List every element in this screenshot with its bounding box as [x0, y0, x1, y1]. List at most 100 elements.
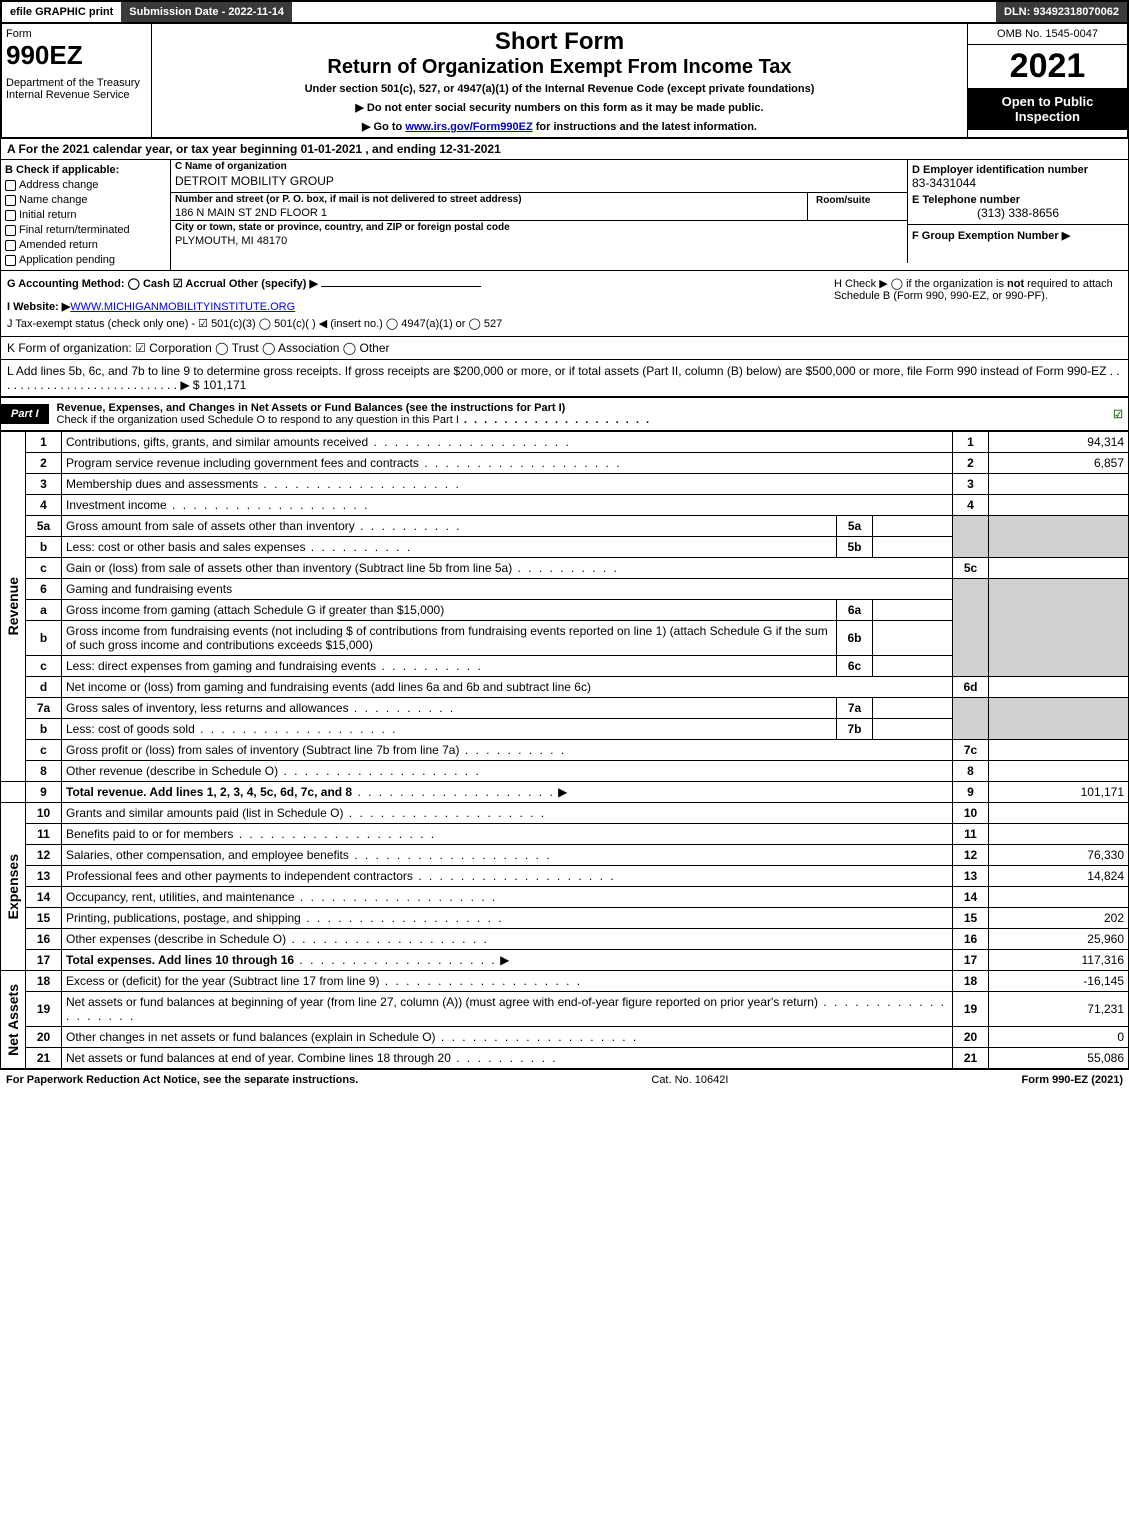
- check-icon: ☑: [1113, 409, 1123, 421]
- checkbox-icon[interactable]: [5, 195, 16, 206]
- org-name: DETROIT MOBILITY GROUP: [171, 173, 907, 193]
- opt-name-change[interactable]: Name change: [5, 194, 166, 206]
- checkbox-icon[interactable]: [5, 225, 16, 236]
- table-row: 21Net assets or fund balances at end of …: [1, 1048, 1129, 1069]
- dept-label: Department of the Treasury Internal Reve…: [6, 77, 147, 101]
- table-row: 8Other revenue (describe in Schedule O)8: [1, 761, 1129, 782]
- sub3-prefix: ▶ Go to: [362, 121, 405, 133]
- table-row: 19Net assets or fund balances at beginni…: [1, 992, 1129, 1027]
- header: Form 990EZ Department of the Treasury In…: [0, 24, 1129, 139]
- section-g-h: G Accounting Method: ◯ Cash ☑ Accrual Ot…: [0, 271, 1129, 337]
- table-row: 5aGross amount from sale of assets other…: [1, 516, 1129, 537]
- checkbox-icon[interactable]: [5, 255, 16, 266]
- part-1-check[interactable]: ☑: [1108, 408, 1128, 421]
- section-expenses: Expenses: [1, 803, 26, 971]
- opt-address-change[interactable]: Address change: [5, 179, 166, 191]
- table-row: Net Assets18Excess or (deficit) for the …: [1, 971, 1129, 992]
- table-row: 16Other expenses (describe in Schedule O…: [1, 929, 1129, 950]
- column-d: D Employer identification number 83-3431…: [908, 160, 1128, 263]
- footer-cat: Cat. No. 10642I: [358, 1074, 1021, 1086]
- accounting-method: G Accounting Method: ◯ Cash ☑ Accrual Ot…: [7, 277, 822, 290]
- b-header: B Check if applicable:: [5, 164, 166, 176]
- form-word: Form: [6, 28, 147, 40]
- column-h: H Check ▶ ◯ if the organization is not r…: [828, 271, 1128, 336]
- opt-application-pending[interactable]: Application pending: [5, 254, 166, 266]
- subtitle-1: Under section 501(c), 527, or 4947(a)(1)…: [156, 83, 963, 95]
- table-row: 11Benefits paid to or for members11: [1, 824, 1129, 845]
- part-1-table: Revenue 1 Contributions, gifts, grants, …: [0, 431, 1129, 1069]
- checkbox-icon[interactable]: [5, 210, 16, 221]
- table-row: 13Professional fees and other payments t…: [1, 866, 1129, 887]
- table-row: 4Investment income4: [1, 495, 1129, 516]
- footer-left: For Paperwork Reduction Act Notice, see …: [6, 1074, 358, 1086]
- tel-value: (313) 338-8656: [912, 206, 1124, 220]
- c-city-label: City or town, state or province, country…: [171, 221, 907, 234]
- table-row: 12Salaries, other compensation, and empl…: [1, 845, 1129, 866]
- opt-amended-return[interactable]: Amended return: [5, 239, 166, 251]
- group-exemption-label: F Group Exemption Number ▶: [912, 229, 1124, 242]
- title-return: Return of Organization Exempt From Incom…: [156, 56, 963, 79]
- dln-label: DLN: 93492318070062: [996, 2, 1127, 22]
- form-number: 990EZ: [6, 40, 147, 71]
- table-row: Revenue 1 Contributions, gifts, grants, …: [1, 432, 1129, 453]
- table-row: cGain or (loss) from sale of assets othe…: [1, 558, 1129, 579]
- opt-final-return[interactable]: Final return/terminated: [5, 224, 166, 236]
- table-row: 20Other changes in net assets or fund ba…: [1, 1027, 1129, 1048]
- subtitle-2: ▶ Do not enter social security numbers o…: [156, 101, 963, 114]
- line-j: J Tax-exempt status (check only one) - ☑…: [7, 317, 822, 330]
- sub3-suffix: for instructions and the latest informat…: [533, 121, 757, 133]
- footer-right: Form 990-EZ (2021): [1022, 1074, 1123, 1086]
- table-row: 14Occupancy, rent, utilities, and mainte…: [1, 887, 1129, 908]
- tel-label: E Telephone number: [912, 194, 1124, 206]
- checkbox-icon[interactable]: [5, 180, 16, 191]
- opt-initial-return[interactable]: Initial return: [5, 209, 166, 221]
- section-netassets: Net Assets: [1, 971, 26, 1069]
- part-1-tab: Part I: [1, 404, 49, 424]
- ein-label: D Employer identification number: [912, 164, 1124, 176]
- line-k: K Form of organization: ☑ Corporation ◯ …: [0, 337, 1129, 360]
- header-left: Form 990EZ Department of the Treasury In…: [2, 24, 152, 137]
- header-center: Short Form Return of Organization Exempt…: [152, 24, 967, 137]
- cd-inner: C Name of organization DETROIT MOBILITY …: [171, 160, 1128, 263]
- column-c-d-wrap: C Name of organization DETROIT MOBILITY …: [171, 160, 1128, 270]
- open-to-public: Open to Public Inspection: [968, 88, 1127, 130]
- table-row: 6Gaming and fundraising events: [1, 579, 1129, 600]
- c-addr-label: Number and street (or P. O. box, if mail…: [171, 193, 807, 206]
- column-b: B Check if applicable: Address change Na…: [1, 160, 171, 270]
- org-city: PLYMOUTH, MI 48170: [171, 234, 907, 263]
- table-row: 17Total expenses. Add lines 10 through 1…: [1, 950, 1129, 971]
- checkbox-icon[interactable]: [5, 240, 16, 251]
- header-right: OMB No. 1545-0047 2021 Open to Public In…: [967, 24, 1127, 137]
- column-g: G Accounting Method: ◯ Cash ☑ Accrual Ot…: [1, 271, 828, 336]
- column-c: C Name of organization DETROIT MOBILITY …: [171, 160, 908, 263]
- title-short-form: Short Form: [156, 28, 963, 56]
- section-revenue: Revenue: [1, 432, 26, 782]
- line-a: A For the 2021 calendar year, or tax yea…: [0, 139, 1129, 160]
- irs-link[interactable]: www.irs.gov/Form990EZ: [405, 121, 532, 133]
- topbar-spacer: [292, 2, 996, 22]
- part-1-title: Revenue, Expenses, and Changes in Net As…: [49, 398, 1108, 430]
- table-row: 2Program service revenue including gover…: [1, 453, 1129, 474]
- room-label: Room/suite: [812, 194, 903, 207]
- line-i: I Website: ▶WWW.MICHIGANMOBILITYINSTITUT…: [7, 300, 822, 313]
- omb-number: OMB No. 1545-0047: [968, 24, 1127, 45]
- top-bar: efile GRAPHIC print Submission Date - 20…: [0, 0, 1129, 24]
- table-row: 15Printing, publications, postage, and s…: [1, 908, 1129, 929]
- tax-year: 2021: [968, 45, 1127, 88]
- line-l: L Add lines 5b, 6c, and 7b to line 9 to …: [0, 360, 1129, 397]
- table-row: 9Total revenue. Add lines 1, 2, 3, 4, 5c…: [1, 782, 1129, 803]
- part-1-header: Part I Revenue, Expenses, and Changes in…: [0, 397, 1129, 431]
- ein-value: 83-3431044: [912, 176, 1124, 190]
- subtitle-3: ▶ Go to www.irs.gov/Form990EZ for instru…: [156, 120, 963, 133]
- section-b-c-d: B Check if applicable: Address change Na…: [0, 160, 1129, 271]
- table-row: cGross profit or (loss) from sales of in…: [1, 740, 1129, 761]
- table-row: Expenses10Grants and similar amounts pai…: [1, 803, 1129, 824]
- c-name-label: C Name of organization: [171, 160, 907, 173]
- table-row: 3Membership dues and assessments3: [1, 474, 1129, 495]
- submission-date: Submission Date - 2022-11-14: [121, 2, 292, 22]
- table-row: dNet income or (loss) from gaming and fu…: [1, 677, 1129, 698]
- website-link[interactable]: WWW.MICHIGANMOBILITYINSTITUTE.ORG: [70, 301, 295, 313]
- efile-label[interactable]: efile GRAPHIC print: [2, 2, 121, 22]
- table-row: 7aGross sales of inventory, less returns…: [1, 698, 1129, 719]
- org-address: 186 N MAIN ST 2ND FLOOR 1: [171, 206, 807, 220]
